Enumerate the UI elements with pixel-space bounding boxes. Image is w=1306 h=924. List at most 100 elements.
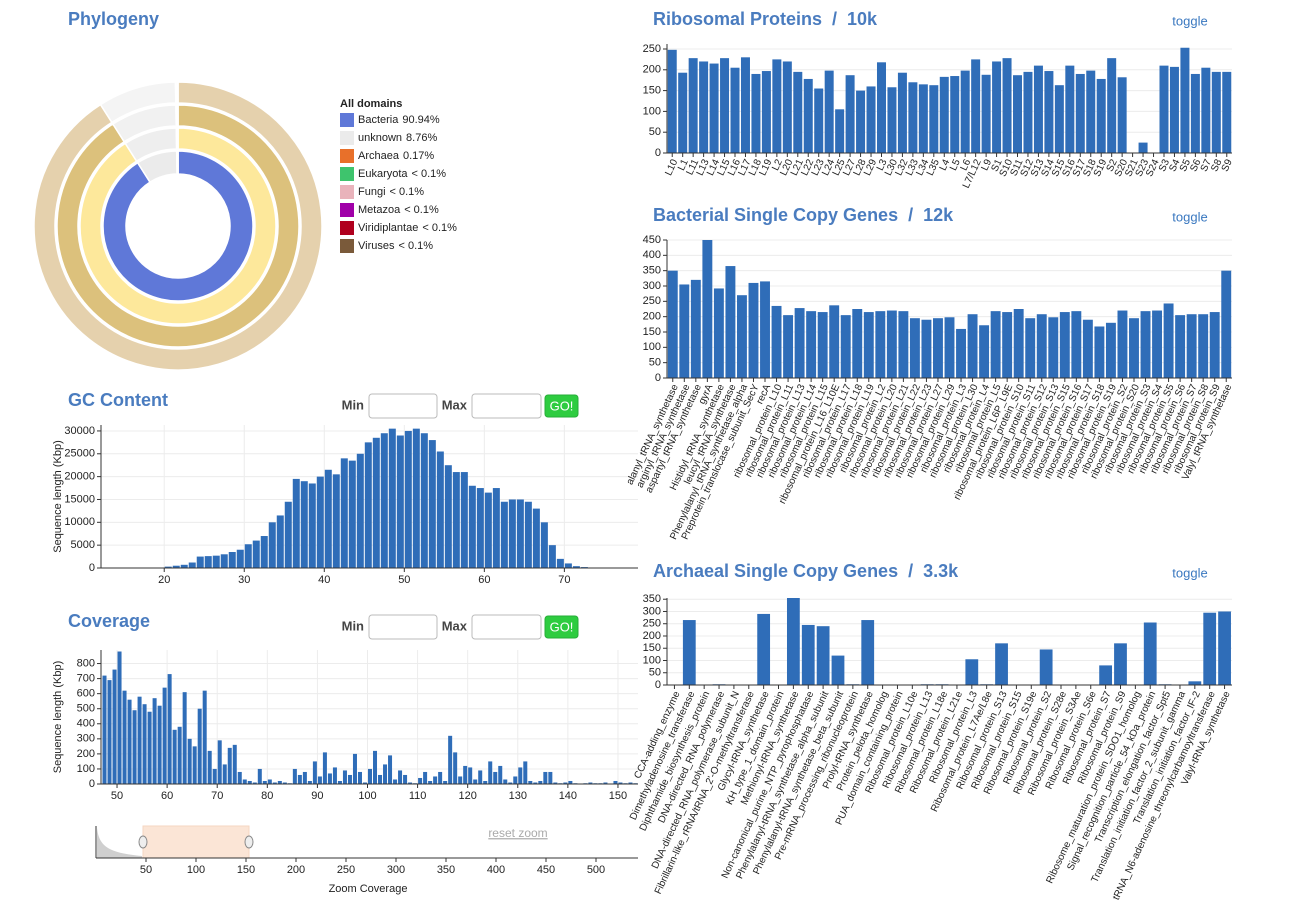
legend-entry: Bacteria 90.94%: [358, 114, 440, 126]
bar: [568, 780, 573, 784]
bar: [408, 782, 413, 784]
bar: [1190, 73, 1200, 153]
bar: [372, 437, 380, 568]
bar: [428, 440, 436, 568]
bar: [956, 328, 966, 378]
x-tick-label: 110: [409, 790, 427, 802]
bar: [180, 564, 188, 568]
bar: [420, 433, 428, 568]
max-label: Max: [442, 618, 468, 633]
toggle-link[interactable]: toggle: [1172, 13, 1207, 28]
bar: [167, 674, 172, 784]
brush-handle[interactable]: [138, 835, 148, 849]
bar: [483, 780, 488, 784]
lineage-arc: [79, 127, 277, 325]
bar: [771, 305, 782, 378]
legend-entry: Metazoa < 0.1%: [358, 204, 439, 216]
bar: [493, 771, 498, 784]
x-tick-label: 300: [387, 864, 405, 876]
bar: [307, 780, 312, 784]
lineage-arc: [56, 104, 300, 348]
bar: [356, 453, 364, 568]
x-tick-label: 70: [558, 574, 570, 586]
x-tick-label: 50: [140, 864, 152, 876]
reset-zoom[interactable]: reset zoom: [488, 826, 547, 840]
bar: [886, 310, 897, 378]
bar: [992, 61, 1002, 153]
y-tick-label: 400: [643, 249, 661, 261]
go-button-label[interactable]: GO!: [550, 398, 574, 413]
y-tick-label: 200: [643, 311, 661, 323]
brush-selection[interactable]: [142, 825, 250, 859]
x-tick-label: L6: [959, 157, 974, 172]
bar: [1096, 78, 1106, 153]
bar: [284, 501, 292, 568]
max-input[interactable]: [471, 393, 542, 419]
bar: [152, 698, 157, 784]
bar: [117, 651, 122, 784]
bar: [277, 780, 282, 784]
bar: [316, 476, 324, 568]
legend-name: Fungi: [358, 186, 386, 198]
go-button[interactable]: [544, 615, 579, 639]
bar: [667, 49, 677, 153]
bar: [112, 669, 117, 784]
bar: [222, 764, 227, 784]
chart-title: Coverage: [68, 611, 150, 631]
bar: [162, 687, 167, 784]
legend-swatch: [340, 167, 354, 181]
y-tick-label: 250: [643, 43, 661, 55]
legend-value: < 0.1%: [412, 168, 447, 180]
bar: [373, 750, 378, 784]
y-tick-label: 250: [643, 295, 661, 307]
bar: [1114, 643, 1127, 685]
bar: [473, 779, 478, 784]
bar: [1107, 58, 1117, 154]
bar: [783, 315, 794, 378]
bar: [436, 451, 444, 568]
bar: [1209, 312, 1220, 378]
bar: [312, 761, 317, 784]
bar: [1023, 71, 1033, 153]
bar: [929, 85, 939, 153]
bar: [352, 753, 357, 784]
brush-handle[interactable]: [244, 835, 254, 849]
bar: [824, 70, 834, 153]
bar: [102, 675, 107, 784]
bar: [950, 76, 960, 153]
x-tick-label: S3: [1157, 157, 1172, 173]
y-tick-label: 15000: [64, 493, 95, 505]
min-input[interactable]: [368, 393, 438, 419]
bar: [327, 773, 332, 784]
bar: [794, 308, 805, 378]
x-tick-label: L3: [875, 157, 890, 172]
go-button-label[interactable]: GO!: [550, 619, 574, 634]
bar: [172, 565, 180, 568]
legend-value: 8.76%: [406, 132, 437, 144]
bar: [1221, 270, 1232, 378]
go-button[interactable]: [544, 394, 579, 418]
bar: [740, 57, 750, 154]
min-input[interactable]: [368, 614, 438, 640]
bar: [268, 522, 276, 568]
y-tick-label: 350: [643, 593, 661, 605]
bar: [438, 771, 443, 784]
y-tick-label: 600: [77, 688, 95, 700]
x-tick-label: S9: [1220, 157, 1235, 173]
x-tick-label: L4: [938, 157, 953, 172]
max-input[interactable]: [471, 614, 542, 640]
bar: [300, 481, 308, 568]
bar: [840, 315, 851, 378]
bar: [267, 779, 272, 784]
bar: [725, 266, 736, 378]
bar: [157, 705, 162, 784]
bar: [468, 767, 473, 784]
x-tick-label: 130: [509, 790, 527, 802]
legend-value: 90.94%: [402, 114, 440, 126]
toggle-link[interactable]: toggle: [1172, 565, 1207, 580]
bar: [207, 750, 212, 784]
x-tick-label: 50: [398, 574, 410, 586]
bar: [347, 774, 352, 784]
toggle-link[interactable]: toggle: [1172, 209, 1207, 224]
bar: [418, 777, 423, 784]
